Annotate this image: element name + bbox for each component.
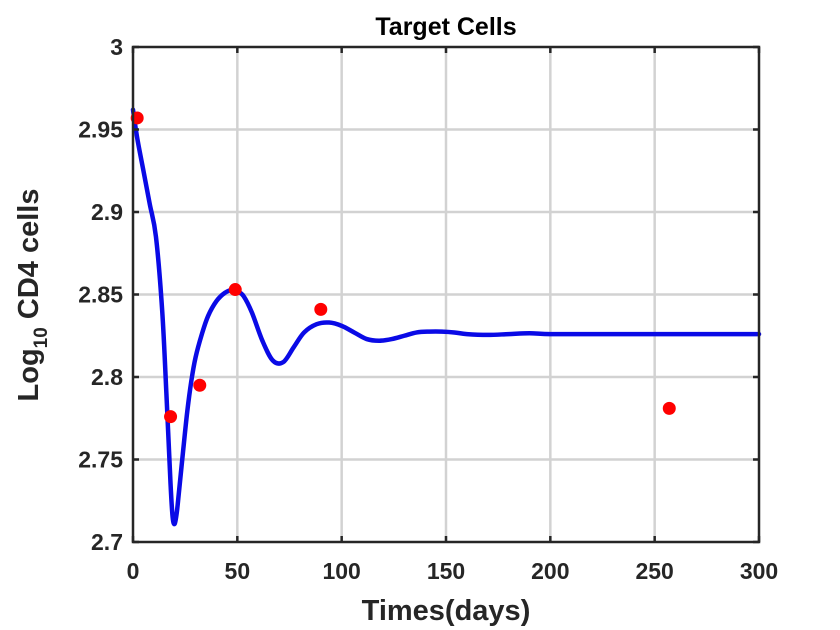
y-tick-label: 3	[110, 34, 123, 60]
chart-title: Target Cells	[375, 13, 516, 41]
x-tick-label: 0	[127, 558, 140, 584]
x-axis-label: Times(days)	[362, 595, 531, 627]
data-point	[314, 302, 328, 316]
y-axis-label-subscript: 10	[31, 327, 52, 348]
y-tick-label: 2.7	[91, 529, 123, 555]
y-tick-label: 2.85	[78, 282, 123, 308]
y-tick-label: 2.95	[78, 117, 123, 143]
x-tick-label: 250	[635, 558, 673, 584]
data-point	[662, 401, 676, 415]
grid-lines	[133, 47, 759, 542]
x-tick-label: 50	[225, 558, 251, 584]
x-tick-label: 100	[322, 558, 360, 584]
series-layer	[130, 107, 762, 527]
y-axis-label-main: Log	[13, 348, 45, 401]
data-point	[228, 283, 242, 297]
y-axis-label: Log10 CD4 cells	[13, 189, 52, 402]
x-tick-labels: 0 50 100 150 200 250 300	[127, 558, 779, 584]
tick-marks	[131, 45, 761, 544]
y-tick-label: 2.8	[91, 364, 123, 390]
y-tick-label: 2.9	[91, 199, 123, 225]
y-tick-labels: 2.7 2.75 2.8 2.85 2.9 2.95 3	[78, 34, 123, 555]
data-point	[164, 410, 178, 424]
x-tick-label: 300	[740, 558, 778, 584]
y-tick-label: 2.75	[78, 447, 123, 473]
x-tick-label: 200	[531, 558, 569, 584]
x-tick-label: 150	[427, 558, 465, 584]
model-curve-line	[130, 107, 762, 527]
data-point	[193, 378, 207, 392]
y-axis-label-rest: CD4 cells	[13, 189, 45, 328]
points-layer	[130, 111, 676, 424]
